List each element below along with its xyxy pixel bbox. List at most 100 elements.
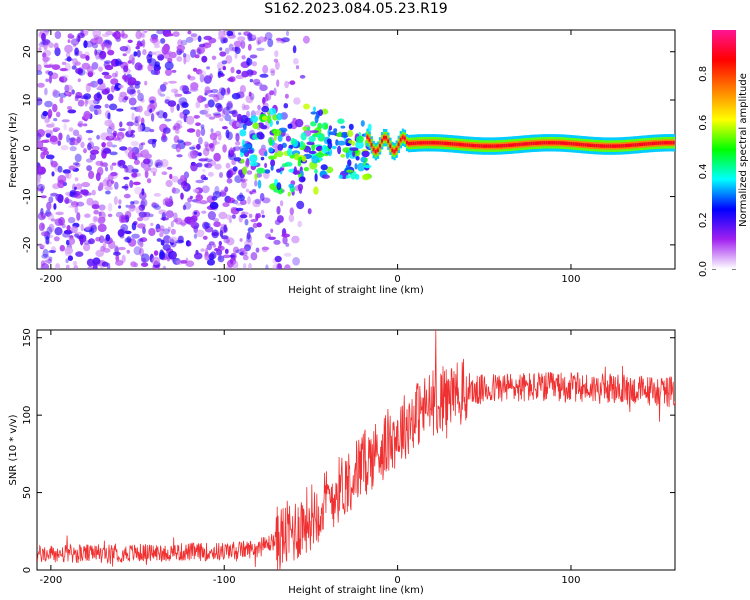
spectrogram-cell (204, 247, 209, 257)
spectrogram-cell (86, 165, 92, 172)
spectrogram-cell (179, 222, 188, 226)
spectrogram-cell (104, 186, 113, 191)
spectrogram-cell (213, 113, 222, 118)
spectrogram-tone-cell (503, 143, 506, 148)
spectrogram-cell (295, 65, 300, 70)
spectrogram-cell (268, 236, 276, 240)
spectrogram-cell (264, 162, 268, 168)
snr-x-tick-label: -200 (40, 575, 63, 586)
spectrogram-cell (58, 92, 67, 98)
spectrogram-cell (219, 172, 223, 178)
spectrogram-cell (284, 80, 289, 89)
spectrogram-cell (226, 265, 232, 269)
spectrogram-tone-cell (462, 143, 465, 147)
spectrogram-tone-cell (572, 142, 575, 146)
spectrogram-cell (289, 207, 294, 216)
spectrogram-cell (221, 60, 228, 65)
spectrogram-cell (202, 235, 208, 240)
spectrogram-tone-cell (416, 141, 419, 145)
spectrogram-cell (315, 152, 325, 158)
spectrogram-cell (206, 243, 212, 251)
spectrogram-cell (128, 203, 136, 212)
spectrogram-cell (204, 103, 209, 109)
spectrogram-cell (288, 81, 296, 85)
spectrogram-cell (226, 100, 233, 109)
spectrogram-cell (74, 97, 79, 102)
spectrogram-y-tick-label: 10 (22, 94, 33, 107)
spectrogram-cell (64, 44, 73, 53)
spectrogram-cell (63, 77, 67, 84)
colorbar-tick-label: 0.2 (698, 212, 709, 228)
spectrogram-cell (153, 193, 161, 197)
spectrogram-cell (116, 108, 124, 112)
spectrogram-tone-cell (391, 148, 394, 153)
spectrogram-cell (203, 177, 208, 181)
spectrogram-tone-cell (376, 148, 380, 152)
spectrogram-cell (251, 61, 257, 67)
spectrogram-cell (254, 198, 262, 205)
spectrogram-cell (168, 236, 178, 243)
spectrogram-cell (202, 147, 210, 157)
spectrogram-cell (93, 104, 102, 109)
spectrogram-cell (213, 221, 221, 228)
spectrogram-cell (231, 92, 241, 100)
spectrogram-cell (115, 259, 124, 266)
spectrogram-cell (235, 207, 244, 212)
spectrogram-cell (57, 165, 63, 173)
spectrogram-tone-cell (593, 143, 596, 148)
spectrogram-tone-cell (630, 143, 633, 147)
spectrogram-cell (79, 237, 84, 246)
spectrogram-cell (83, 110, 91, 120)
spectrogram-cell (40, 139, 50, 143)
spectrogram-cell (48, 256, 53, 262)
spectrogram-cell (168, 250, 177, 260)
spectrogram-cell (128, 204, 136, 209)
spectrogram-cell (302, 35, 310, 44)
spectrogram-cell (195, 122, 201, 126)
spectrogram-cell (252, 199, 261, 208)
spectrogram-cell (127, 146, 133, 152)
spectrogram-cell (162, 131, 166, 141)
spectrogram-cell (135, 45, 140, 50)
spectrogram-cell (91, 189, 96, 196)
spectrogram-tone-cell (551, 141, 554, 145)
spectrogram-cell (152, 138, 158, 143)
spectrogram-cell (53, 203, 57, 210)
spectrogram-cell (142, 49, 147, 56)
spectrogram-cell (222, 66, 226, 71)
spectrogram-tone-cell (387, 139, 390, 143)
spectrogram-cell (110, 180, 115, 184)
spectrogram-cell (207, 99, 215, 108)
spectrogram-cell (299, 74, 306, 79)
spectrogram-cell (199, 73, 205, 83)
spectrogram-tone-cell (514, 143, 517, 147)
spectrogram-cell (74, 51, 79, 57)
spectrogram-cell (157, 88, 162, 96)
spectrogram-cell (258, 36, 265, 43)
spectrogram-cell (63, 229, 73, 235)
spectrogram-tone-cell (541, 141, 544, 145)
spectrogram-cell (71, 89, 75, 95)
spectrogram-tone-cell (559, 141, 563, 145)
spectrogram-cell (70, 201, 79, 208)
spectrogram-cell (193, 67, 198, 72)
spectrogram-cell (53, 236, 60, 242)
spectrogram-cell (124, 149, 128, 154)
snr-x-tick-label: -100 (213, 575, 236, 586)
spectrogram-cell (232, 246, 240, 254)
spectrogram-cell (67, 109, 77, 114)
spectrogram-cell (153, 205, 161, 210)
spectrogram-cell (138, 211, 147, 218)
spectrogram-cell (163, 51, 171, 60)
spectrogram-y-tick-label: -10 (22, 188, 33, 204)
spectrogram-tone-cell (401, 135, 405, 139)
spectrogram-cell (161, 171, 168, 175)
spectrogram-cell (48, 223, 55, 233)
spectrogram-cell (270, 159, 276, 167)
spectrogram-cell (131, 152, 136, 160)
spectrogram-cell (77, 78, 81, 83)
spectrogram-cell (92, 30, 102, 38)
spectrogram-cell (301, 155, 307, 163)
spectrogram-cell (190, 33, 198, 38)
